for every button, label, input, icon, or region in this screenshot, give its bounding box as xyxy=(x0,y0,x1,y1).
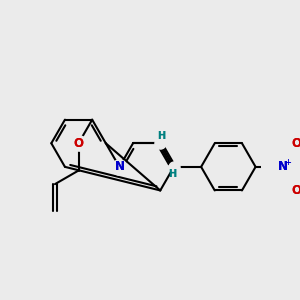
Text: O: O xyxy=(74,137,84,150)
Text: H: H xyxy=(158,131,166,141)
Text: O: O xyxy=(291,137,300,150)
Text: +: + xyxy=(284,158,291,167)
Text: N: N xyxy=(278,160,288,173)
Text: N: N xyxy=(114,160,124,173)
Text: +: + xyxy=(284,158,291,167)
Text: O: O xyxy=(291,184,300,197)
Text: O: O xyxy=(74,137,84,150)
Text: H: H xyxy=(169,169,177,179)
Text: N: N xyxy=(278,160,288,173)
Text: N: N xyxy=(114,160,124,173)
Text: H: H xyxy=(158,131,166,141)
Text: H: H xyxy=(169,169,177,179)
Text: O: O xyxy=(291,137,300,150)
Text: O: O xyxy=(291,184,300,197)
